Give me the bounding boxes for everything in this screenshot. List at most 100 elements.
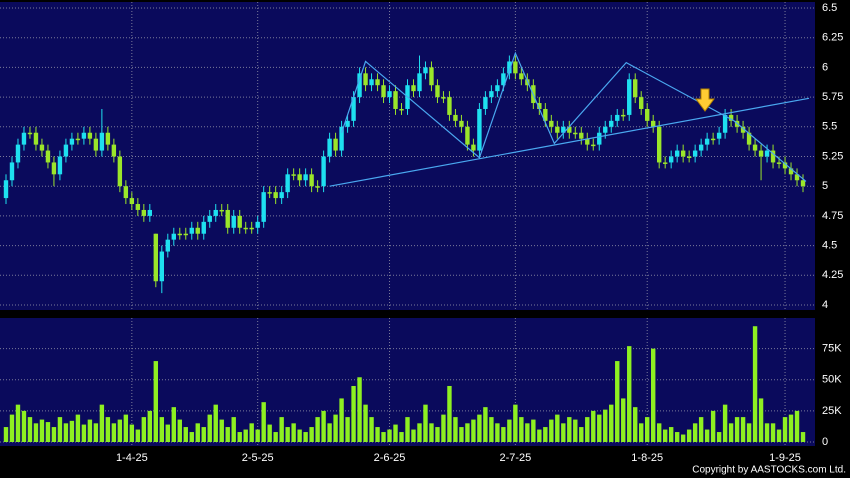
candle-body xyxy=(555,126,560,133)
volume-bar xyxy=(531,419,536,442)
candle-body xyxy=(549,120,554,127)
volume-bar xyxy=(525,423,530,442)
volume-bar xyxy=(129,424,135,442)
volume-bar xyxy=(549,419,554,442)
volume-bar xyxy=(105,417,111,442)
volume-bar xyxy=(27,417,33,442)
volume-bar xyxy=(69,420,75,442)
volume-bar xyxy=(99,404,105,442)
volume-bar xyxy=(213,404,218,442)
volume-bar xyxy=(159,417,165,442)
y-tick-label: 6.25 xyxy=(822,32,843,44)
candle-body xyxy=(243,227,248,230)
volume-bar xyxy=(734,417,740,442)
copyright: Copyright by AASTOCKS.com Ltd. xyxy=(692,465,846,476)
volume-bar xyxy=(788,414,794,442)
volume-bar xyxy=(309,427,314,442)
volume-bar xyxy=(579,427,584,442)
candle-body xyxy=(615,114,620,121)
candle-body xyxy=(99,132,105,151)
volume-bar xyxy=(135,429,141,442)
candle-body xyxy=(135,204,141,210)
x-tick-label: 2-7-25 xyxy=(499,452,531,464)
volume-bar xyxy=(285,427,290,442)
volume-bar xyxy=(417,423,422,442)
volume-bar xyxy=(45,422,51,442)
volume-bar xyxy=(597,414,602,442)
candle-body xyxy=(579,132,584,139)
volume-bar xyxy=(303,432,308,442)
volume-bar xyxy=(704,429,710,442)
volume-bar xyxy=(381,432,386,442)
volume-bar xyxy=(153,361,159,442)
volume-bar xyxy=(740,417,746,442)
candle-body xyxy=(207,215,212,222)
candle-body xyxy=(33,132,39,145)
candle-body xyxy=(764,150,770,157)
volume-bar xyxy=(537,429,542,442)
volume-bar xyxy=(249,423,254,442)
candle-body xyxy=(692,150,698,157)
volume-bar xyxy=(405,417,410,442)
volume-bar xyxy=(279,417,284,442)
candle-body xyxy=(63,144,69,157)
candle-body xyxy=(710,138,716,141)
y-tick-label: 4.5 xyxy=(822,240,837,252)
candle-body xyxy=(716,132,722,139)
y-tick-label: 5.25 xyxy=(822,150,843,162)
candle-body xyxy=(489,91,494,98)
candle-body xyxy=(255,221,260,228)
volume-bar xyxy=(501,427,506,442)
candle-body xyxy=(237,215,242,228)
candle-body xyxy=(650,120,656,127)
volume-bar xyxy=(471,419,476,442)
candle-body xyxy=(357,73,362,98)
volume-bar xyxy=(543,427,548,442)
y-tick-label: 6 xyxy=(822,61,828,73)
candle-body xyxy=(429,67,434,86)
candle-body xyxy=(369,79,374,86)
candle-body xyxy=(770,150,776,163)
trendline xyxy=(341,51,807,182)
candle-body xyxy=(21,132,27,145)
volume-bar xyxy=(603,409,608,442)
y-tick-label: 5 xyxy=(822,180,828,192)
candle-body xyxy=(87,132,93,139)
candle-body xyxy=(788,168,794,175)
volume-bar xyxy=(39,419,45,442)
volume-bar xyxy=(81,424,87,442)
candle-body xyxy=(129,198,135,205)
candle-body xyxy=(3,180,9,199)
volume-bar xyxy=(75,414,81,442)
candle-body xyxy=(57,156,63,175)
volume-bar xyxy=(327,423,332,442)
volume-bar xyxy=(177,419,182,442)
candle-body xyxy=(345,120,350,127)
volume-bar xyxy=(363,404,368,442)
candle-body xyxy=(722,114,728,133)
candle-body xyxy=(507,61,512,74)
volume-bar xyxy=(728,423,734,442)
candle-body xyxy=(447,97,452,115)
candle-body xyxy=(195,227,200,234)
volume-bar xyxy=(591,410,596,442)
candle-body xyxy=(453,114,458,121)
volume-bar xyxy=(423,404,428,442)
candle-body xyxy=(45,150,51,163)
x-tick-label: 2-5-25 xyxy=(242,452,274,464)
candle-body xyxy=(51,162,57,175)
volume-bar xyxy=(639,423,644,442)
volume-bar xyxy=(758,398,764,442)
volume-bar xyxy=(63,423,69,442)
y-tick-label: 5.5 xyxy=(822,121,837,133)
trendline xyxy=(329,97,810,187)
plot-layer: 4 4.25 4.5 4.75 5 5.25 5.5 5.75 6 6.25 6.5 0 25K 50K 7… xyxy=(0,2,843,464)
candle-body xyxy=(471,144,476,151)
candle-body xyxy=(776,162,782,164)
volume-bar xyxy=(141,417,147,442)
candle-body xyxy=(75,138,81,141)
volume-bar xyxy=(627,346,632,442)
volume-bar xyxy=(225,427,230,442)
